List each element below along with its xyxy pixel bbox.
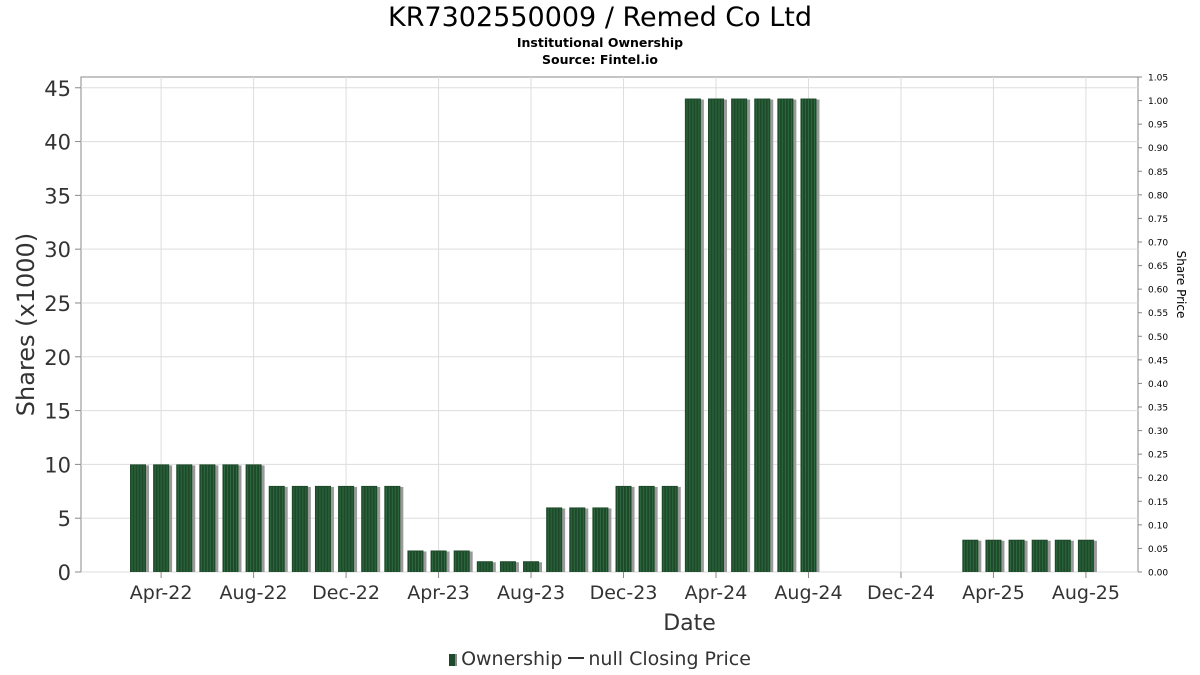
y-tick-label: 15 xyxy=(44,400,71,424)
ownership-bar xyxy=(731,98,751,573)
ownership-bar xyxy=(430,550,450,572)
price-line-swatch xyxy=(568,657,585,659)
ownership-bar xyxy=(176,464,196,572)
y2-tick-label: 1.00 xyxy=(1148,97,1168,107)
ownership-bar xyxy=(291,485,311,572)
y2-tick-label: 0.85 xyxy=(1148,168,1168,178)
y2-tick-label: 0.50 xyxy=(1148,333,1168,343)
chart-subtitle: Institutional Ownership xyxy=(516,35,684,50)
y-tick-label: 0 xyxy=(58,561,71,585)
ownership-bar xyxy=(684,98,704,573)
ownership-bar xyxy=(384,485,404,572)
y2-tick-label: 0.65 xyxy=(1148,262,1168,272)
ownership-bar xyxy=(1054,539,1074,572)
x-tick-label: Apr-22 xyxy=(130,582,193,604)
x-tick-label: Aug-23 xyxy=(497,582,565,604)
ownership-bar xyxy=(499,561,519,572)
ownership-bar xyxy=(268,485,288,572)
x-tick-label: Apr-24 xyxy=(685,582,748,604)
y2-tick-label: 0.75 xyxy=(1148,215,1168,225)
x-tick-label: Dec-22 xyxy=(312,582,380,604)
x-tick-label: Aug-24 xyxy=(774,582,842,604)
legend-ownership: Ownership xyxy=(461,648,563,670)
ownership-bar xyxy=(638,485,658,572)
y2-tick-label: 0.40 xyxy=(1148,380,1168,390)
ownership-bar xyxy=(476,561,496,572)
y-tick-label: 5 xyxy=(58,507,71,531)
y-tick-label: 40 xyxy=(44,131,71,155)
ownership-bar xyxy=(546,507,566,572)
ownership-bar xyxy=(615,485,635,572)
y-axis-label: Shares (x1000) xyxy=(12,233,40,416)
legend-price: null Closing Price xyxy=(588,648,751,670)
ownership-bar xyxy=(314,485,334,572)
y2-tick-label: 0.70 xyxy=(1148,239,1168,249)
y2-tick-label: 0.30 xyxy=(1148,427,1168,437)
ownership-bar xyxy=(1008,539,1028,572)
y2-tick-label: 0.00 xyxy=(1148,569,1168,579)
x-tick-label: Aug-22 xyxy=(220,582,288,604)
x-tick-label: Dec-24 xyxy=(867,582,935,604)
ownership-bar xyxy=(708,98,727,573)
x-tick-label: Apr-23 xyxy=(407,582,470,604)
ownership-bar xyxy=(222,464,242,572)
ownership-bar xyxy=(407,550,427,572)
y2-tick-label: 0.05 xyxy=(1148,545,1168,555)
grid-lines xyxy=(81,77,1138,573)
ownership-bar xyxy=(569,507,589,572)
y-tick-label: 20 xyxy=(44,346,71,370)
y2-tick-label: 0.55 xyxy=(1148,309,1168,319)
y2-tick-label: 0.95 xyxy=(1148,121,1168,131)
y2-tick-label: 0.35 xyxy=(1148,404,1168,414)
ownership-bar xyxy=(661,485,681,572)
y2-tick-label: 1.05 xyxy=(1148,74,1168,84)
x-tick-label: Apr-25 xyxy=(962,582,1025,604)
ownership-bar xyxy=(1031,539,1051,572)
ownership-bar xyxy=(453,550,473,572)
bars xyxy=(130,98,1097,573)
ownership-bar xyxy=(245,464,265,572)
ownership-bar xyxy=(1077,539,1097,572)
ownership-bar xyxy=(523,561,543,572)
ownership-bar xyxy=(985,539,1005,572)
ownership-bar xyxy=(962,539,982,572)
ownership-bar xyxy=(777,98,797,573)
y-tick-label: 45 xyxy=(44,77,71,101)
y-tick-label: 30 xyxy=(44,238,71,262)
y-tick-label: 25 xyxy=(44,292,71,316)
y2-tick-label: 0.25 xyxy=(1148,451,1168,461)
chart-source: Source: Fintel.io xyxy=(542,52,658,67)
ownership-swatch xyxy=(449,654,458,666)
y2-axis-label: Share Price xyxy=(1174,251,1188,319)
chart-title: KR7302550009 / Remed Co Ltd xyxy=(387,2,813,33)
ownership-bar xyxy=(592,507,612,572)
ownership-bar xyxy=(800,98,820,573)
y2-tick-label: 0.20 xyxy=(1148,474,1168,484)
y2-tick-label: 0.45 xyxy=(1148,356,1168,366)
y-tick-label: 35 xyxy=(44,184,71,208)
ownership-bar xyxy=(754,98,774,573)
y2-tick-label: 0.80 xyxy=(1148,191,1168,201)
ownership-bar xyxy=(130,464,149,572)
y2-tick-label: 0.60 xyxy=(1148,286,1168,296)
ownership-bar xyxy=(361,485,381,572)
y2-tick-label: 0.90 xyxy=(1148,144,1168,154)
y-tick-label: 10 xyxy=(44,453,71,477)
y2-tick-label: 0.10 xyxy=(1148,521,1168,531)
x-axis-label: Date xyxy=(663,611,716,636)
ownership-bar xyxy=(338,485,358,572)
y2-tick-label: 0.15 xyxy=(1148,498,1168,508)
ownership-bar xyxy=(199,464,219,572)
axes: 0 5 10 15 20 25 30 35 40 45 Apr-22 Aug-22 Dec-22 Apr-… xyxy=(44,74,1168,605)
x-tick-label: Aug-25 xyxy=(1052,582,1120,604)
legend: Ownership null Closing Price xyxy=(0,647,1200,671)
x-tick-label: Dec-23 xyxy=(590,582,658,604)
ownership-bar xyxy=(153,464,173,572)
